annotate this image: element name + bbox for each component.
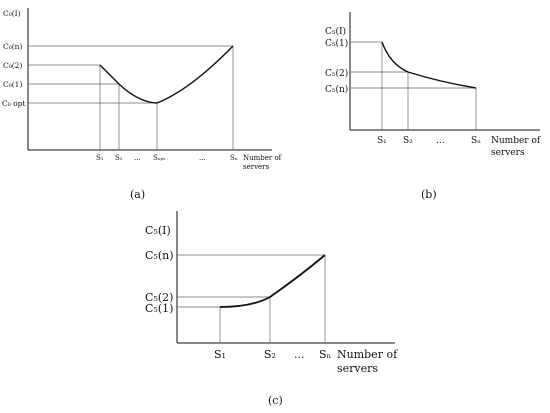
panel-c-x-title-1: Number of (337, 348, 398, 361)
panel-b-y-label-ci: C₅(I) (325, 26, 346, 37)
panel-c-x-label-sn: Sₙ (319, 348, 332, 361)
panel-b-x-title-1: Number of (491, 136, 541, 146)
panel-c-y-label-cn: C₅(n) (145, 249, 174, 262)
panel-a-x-label-s2: S₂ (115, 154, 123, 162)
panel-a-x-label-dots1: ... (134, 154, 141, 162)
panel-c-x-label-s2: S₂ (264, 348, 276, 361)
panel-a-x-title-2: servers (243, 163, 270, 171)
panel-b-x-label-s2: S₂ (403, 136, 413, 146)
panel-b-y-label-c1: C₅(1) (325, 38, 348, 49)
panel-a-x-label-sopt: Sₒₚₜ (153, 154, 165, 162)
panel-b-y-label-c2: C₅(2) (325, 68, 348, 79)
panel-a-y-label-copt: C₀ opt (2, 99, 25, 108)
panel-c-y-label-c2: C₅(2) (145, 291, 173, 304)
panel-b-x-label-s1: S₁ (377, 136, 387, 146)
panel-a-x-title-1: Number of (243, 154, 283, 162)
panel-b-x-title-2: servers (491, 148, 525, 158)
panel-c-y-label-c1: C₅(1) (145, 302, 173, 315)
panel-b-cost-curve (381, 41, 477, 89)
panel-a-cost-curve (99, 45, 234, 104)
panel-a-x-label-dots2: ... (199, 154, 206, 162)
panel-a-caption: (a) (130, 188, 145, 201)
panel-a-y-label-c2: C₀(2) (3, 61, 22, 70)
panel-a-y-label-c1: C₀(1) (3, 80, 22, 89)
panel-c-caption: (c) (268, 394, 283, 407)
panel-a-x-label-s1: S₁ (96, 154, 104, 162)
panel-a-x-label-sn: Sₙ (230, 154, 238, 162)
panel-a: C₀(I) C₀(n) C₀(2) C₀(1) C₀ opt S₁ S₂ ...… (2, 8, 283, 201)
panel-b: C₅(I) C₅(1) C₅(2) C₅(n) S₁ S₂ ... Sₙ Num… (325, 12, 541, 201)
panel-c: C₅(I) C₅(n) C₅(2) C₅(1) S₁ S₂ ... Sₙ Num… (145, 211, 398, 407)
panel-c-x-label-dots: ... (294, 348, 305, 361)
panel-a-y-label-cn: C₀(n) (3, 42, 23, 51)
panel-c-x-label-s1: S₁ (214, 348, 226, 361)
panel-a-y-label-ci: C₀(I) (3, 9, 21, 18)
panel-c-y-label-ci: C₅(I) (145, 224, 171, 237)
panel-b-caption: (b) (421, 188, 437, 201)
panel-b-x-label-sn: Sₙ (471, 136, 481, 146)
panel-b-y-label-cn: C₅(n) (325, 84, 348, 95)
panel-c-x-title-2: servers (337, 362, 378, 375)
panel-b-x-label-dots: ... (436, 136, 445, 146)
panel-c-cost-curve (219, 254, 326, 308)
